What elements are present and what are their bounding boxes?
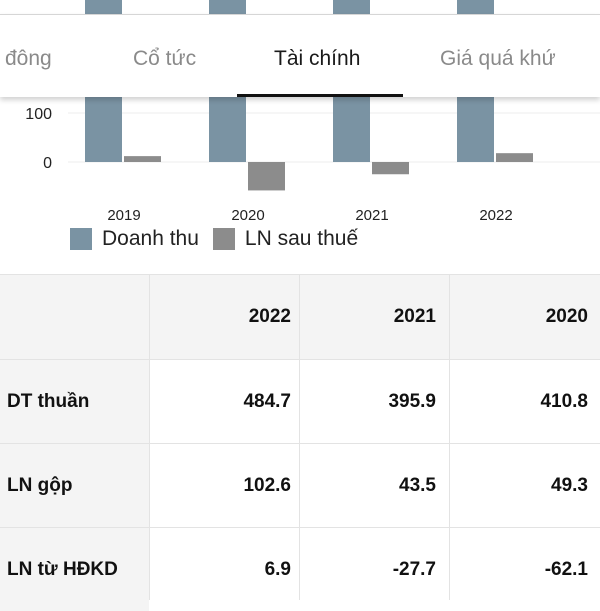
x-tick-label: 2020 xyxy=(231,207,264,224)
table-row[interactable]: LN gộp 102.6 43.5 49.3 xyxy=(0,443,600,527)
legend-swatch-net-profit xyxy=(212,228,235,250)
table-cell: -27.7 xyxy=(392,558,436,580)
row-label: DT thuần xyxy=(0,360,149,443)
table-header-row: 2022 2021 2020 xyxy=(0,274,600,359)
tab-bar: đông Cổ tức Tài chính Giá quá khứ xyxy=(0,14,600,97)
row-label: LN từ HĐKD xyxy=(0,528,149,611)
legend-label-revenue: Doanh thu xyxy=(102,227,199,250)
column-divider xyxy=(299,274,300,600)
bar-net-profit xyxy=(124,156,161,162)
financial-table: 2022 2021 2020 DT thuần 484.7 395.9 410.… xyxy=(0,274,600,611)
row-label: LN gộp xyxy=(0,444,149,527)
x-tick-label: 2019 xyxy=(107,207,140,224)
table-cell: 49.3 xyxy=(551,474,588,496)
table-cell: 6.9 xyxy=(264,558,291,580)
y-tick-label: 0 xyxy=(43,155,52,172)
bar-net-profit xyxy=(372,162,409,175)
table-header-corner xyxy=(0,275,149,359)
table-cell: 43.5 xyxy=(399,474,436,496)
table-cell: 395.9 xyxy=(388,390,436,412)
x-tick-label: 2021 xyxy=(355,207,388,224)
tab-price-history[interactable]: Giá quá khứ xyxy=(440,47,556,70)
tab-dividends[interactable]: Cổ tức xyxy=(133,47,197,70)
legend-item-revenue[interactable]: Doanh thu xyxy=(70,227,199,251)
table-row[interactable]: DT thuần 484.7 395.9 410.8 xyxy=(0,359,600,443)
tab-finance[interactable]: Tài chính xyxy=(274,47,361,70)
table-header-cell: 2020 xyxy=(545,306,588,327)
tab-shareholders[interactable]: đông xyxy=(5,47,52,70)
table-row[interactable]: LN từ HĐKD 6.9 -27.7 -62.1 xyxy=(0,527,600,611)
table-header-cell: 2021 xyxy=(393,306,436,327)
y-tick-label: 100 xyxy=(25,106,52,123)
legend-label-net-profit: LN sau thuế xyxy=(244,227,359,250)
bar-net-profit xyxy=(248,162,285,191)
bar-net-profit xyxy=(496,153,533,162)
table-cell: 102.6 xyxy=(243,474,291,496)
chart-legend: Doanh thu LN sau thuế xyxy=(70,226,372,252)
column-divider xyxy=(149,274,150,600)
legend-swatch-revenue xyxy=(70,228,92,250)
table-header-cell: 2022 xyxy=(248,306,291,327)
column-divider xyxy=(449,274,450,600)
active-tab-indicator xyxy=(237,94,403,97)
legend-item-net-profit[interactable]: LN sau thuế xyxy=(212,227,359,251)
table-cell: -62.1 xyxy=(544,558,588,580)
table-cell: 410.8 xyxy=(540,390,588,412)
table-cell: 484.7 xyxy=(243,390,291,412)
x-tick-label: 2022 xyxy=(479,207,512,224)
